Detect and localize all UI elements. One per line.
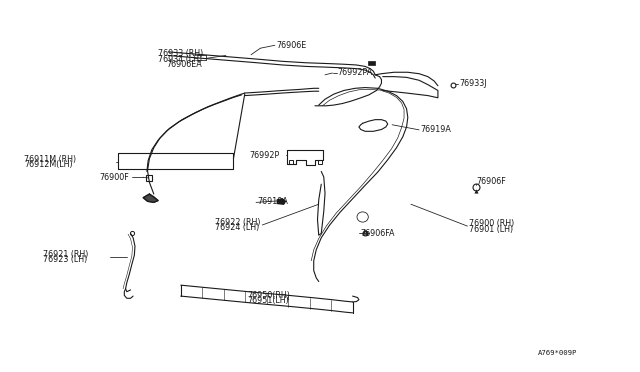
Text: 76951(LH): 76951(LH): [248, 296, 290, 305]
Text: 76933 (RH): 76933 (RH): [158, 49, 204, 58]
Text: 76911M (RH): 76911M (RH): [24, 155, 76, 164]
Text: 76900F: 76900F: [99, 173, 129, 182]
Text: 76921 (RH): 76921 (RH): [43, 250, 88, 259]
Text: 76934 (LH): 76934 (LH): [158, 55, 202, 64]
Text: 76906F: 76906F: [477, 177, 506, 186]
Text: 76919A: 76919A: [257, 197, 288, 206]
Text: 76922 (RH): 76922 (RH): [214, 218, 260, 227]
Text: 76912M(LH): 76912M(LH): [24, 160, 72, 169]
Text: A769*009P: A769*009P: [538, 350, 578, 356]
Text: 76906E: 76906E: [276, 41, 307, 50]
Text: 76906EA: 76906EA: [166, 60, 202, 69]
Text: 76919A: 76919A: [420, 125, 451, 134]
Text: 76906FA: 76906FA: [361, 229, 396, 238]
Text: 76950(RH): 76950(RH): [248, 291, 291, 300]
Polygon shape: [143, 194, 158, 202]
Bar: [367, 61, 375, 65]
Text: 76901 (LH): 76901 (LH): [469, 225, 513, 234]
Text: 76992P: 76992P: [250, 151, 280, 160]
Text: 76900 (RH): 76900 (RH): [469, 219, 515, 228]
Text: 76924 (LH): 76924 (LH): [214, 223, 259, 232]
Text: 76992PA: 76992PA: [337, 68, 373, 77]
Polygon shape: [277, 199, 285, 204]
Text: 76933J: 76933J: [460, 80, 487, 89]
Text: 76923 (LH): 76923 (LH): [43, 255, 87, 264]
